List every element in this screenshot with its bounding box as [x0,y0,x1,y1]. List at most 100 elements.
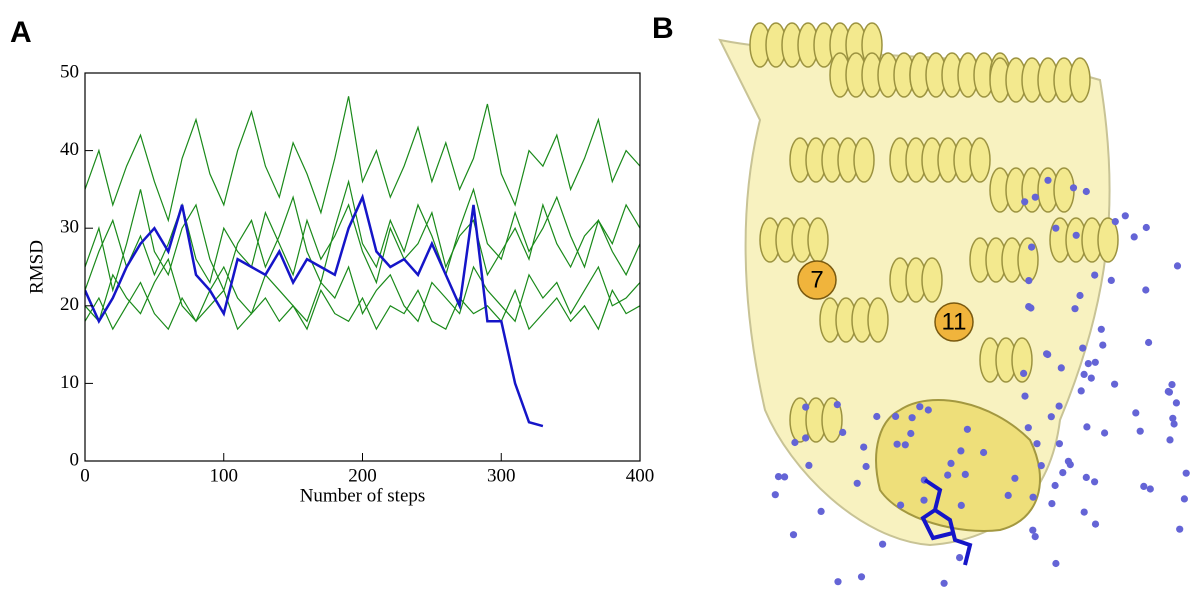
ligand-dot [1082,473,1090,481]
ligand-dot [963,425,972,433]
x-tick-label: 200 [348,465,377,486]
y-axis-title: RMSD [26,240,47,294]
ligand-dot [1099,341,1107,349]
series-line [85,193,544,428]
ligand-dot [1055,402,1063,410]
ligand-dot [789,531,798,539]
ligand-dot [879,540,887,548]
ligand-dot [1136,427,1144,435]
ligand-dot [1091,520,1100,528]
ligand-dot [1145,338,1153,347]
ligand-dot [1182,469,1190,477]
helix-marker [934,302,974,342]
ligand-dot [1076,291,1084,300]
ligand-dot [873,412,881,421]
ligand-dot [1087,374,1095,382]
ligand-dot [1111,380,1119,388]
helix-turn [821,397,843,443]
ligand-dot [1080,370,1088,378]
ligand-dot [853,479,861,487]
y-tick-label: 40 [60,139,79,160]
ligand-dot [1164,387,1172,396]
ligand-dot [862,462,870,471]
ligand-dot [1176,525,1184,533]
ligand-dot [1025,303,1033,311]
ligand-dot [1031,533,1039,541]
ligand-dot [802,403,810,411]
ligand-dot [1037,462,1045,470]
ligand-dot [1021,198,1029,206]
ligand-dot [771,491,779,499]
ligand-positions [771,176,1190,587]
ligand-dot [1004,491,1012,499]
ligand-dot [1130,233,1138,241]
panel-label: B [652,12,674,45]
ligand-dot [924,406,932,414]
ligand-dot [1170,420,1178,428]
ligand-dot [1132,409,1140,417]
ligand-dot [1055,440,1063,448]
ligand-dot [1043,350,1051,358]
y-tick-label: 50 [60,61,79,82]
ligand-dot [957,447,965,455]
helix-turn [921,257,943,303]
helix-turn [853,137,875,183]
ligand-dot [1140,482,1148,490]
helix-turn [1097,217,1119,263]
series-line [85,257,640,323]
ligand-dot [892,412,900,420]
ligand-dot [1031,193,1039,201]
ligand-dot [1052,559,1060,568]
ligand-dot [1057,364,1065,372]
ligand-dot [1048,500,1056,508]
ligand-dot [1072,231,1080,239]
ligand-dot [893,440,901,448]
binding-surface [875,399,1041,532]
helix-turn [969,137,991,183]
y-tick-label: 10 [60,372,79,393]
ligand-dot [805,461,813,469]
ligand-dot [1142,286,1150,294]
ligand-dot [1077,387,1085,395]
ligand-dot [774,473,783,481]
ligand-dot [1029,526,1037,534]
ligand-dot [1121,212,1129,220]
ligand-dot [817,507,825,515]
ligand-dot [908,414,916,422]
ligand-dot [1168,381,1176,389]
ligand-dot [1180,495,1188,503]
ligand-dot [1091,358,1099,366]
ligand-dot [1111,218,1119,226]
ligand-dot [1029,493,1037,501]
ligand-dot [897,501,905,509]
ligand-dot [1091,478,1099,486]
helix-turn [1011,337,1033,383]
ligand-dot [1169,414,1177,422]
helix-turn [867,297,889,343]
ligand-dot [1047,413,1055,421]
ligand-dot [940,579,948,587]
ligand-dot [839,428,847,436]
y-tick-label: 0 [70,449,80,470]
ligand-dot [944,471,952,479]
ligand-dot [1084,360,1092,368]
panel-label: A [10,16,32,49]
x-tick-label: 100 [210,465,239,486]
ligand-dot [1044,176,1052,184]
ligand-dot [1051,481,1059,490]
ligand-dot [1097,325,1105,333]
ligand-dot [901,441,909,449]
ligand-dot [961,470,969,478]
ligand-dot [957,501,965,509]
ligand-dot [1083,423,1091,431]
ligand-dot [791,438,799,447]
ligand-dot [1142,223,1150,232]
ligand-dot [1173,262,1182,270]
ligand-dot [1091,271,1099,279]
ligand-dot [781,473,789,481]
ligand-dot [980,448,988,457]
helix-label: 11 [942,308,967,335]
series-line [85,281,640,331]
